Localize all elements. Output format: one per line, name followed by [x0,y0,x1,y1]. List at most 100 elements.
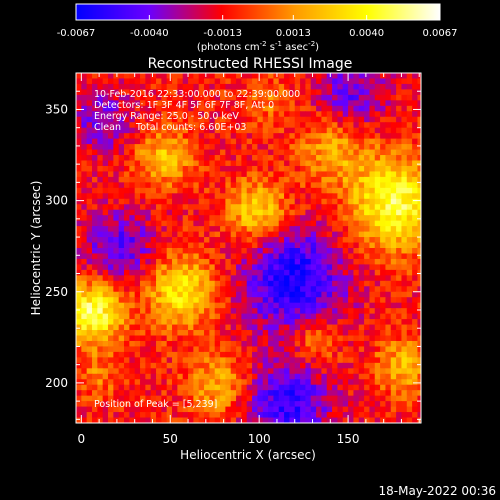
heatmap-cell [204,209,210,216]
heatmap-cell [342,269,349,276]
heatmap-cell [193,198,200,205]
heatmap-cell [385,379,392,386]
heatmap-cell [204,330,210,337]
heatmap-cell [268,155,274,162]
heatmap-cell [380,220,387,227]
heatmap-cell [294,165,301,173]
heatmap-cell [342,324,349,331]
heatmap-cell [310,171,317,178]
heatmap-cell [358,302,365,309]
heatmap-cell [241,215,248,222]
heatmap-cell [209,248,216,255]
heatmap-cell [353,83,360,91]
heatmap-cell [172,395,178,402]
heatmap-cell [102,417,109,423]
heatmap-cell [230,340,237,348]
heatmap-cell [161,286,168,293]
heatmap-cell [332,94,339,101]
heatmap-cell [374,395,381,402]
heatmap-cell [150,340,157,348]
heatmap-cell [236,127,242,134]
heatmap-cell [342,198,349,205]
heatmap-cell [81,127,88,134]
heatmap-cell [246,209,253,216]
heatmap-cell [198,417,205,423]
heatmap-cell [129,291,136,298]
heatmap-cell [326,116,333,123]
heatmap-cell [220,138,226,145]
heatmap-cell [182,220,189,227]
heatmap-cell [353,373,360,380]
heatmap-cell [76,155,82,162]
heatmap-cell [81,264,88,271]
heatmap-cell [209,116,216,123]
heatmap-cell [214,100,221,107]
heatmap-cell [97,204,104,211]
heatmap-cell [401,149,408,156]
heatmap-cell [76,313,82,320]
heatmap-cell [214,319,221,326]
heatmap-cell [214,313,221,320]
heatmap-cell [140,297,146,304]
heatmap-cell [145,237,152,244]
heatmap-cell [278,291,285,298]
heatmap-cell [417,395,421,402]
heatmap-cell [204,83,210,91]
heatmap-cell [166,275,173,282]
heatmap-cell [278,133,285,140]
heatmap-cell [118,116,125,123]
heatmap-cell [294,89,301,96]
heatmap-cell [305,412,312,419]
heatmap-cell [268,362,274,369]
heatmap-cell [374,231,381,238]
heatmap-cell [166,100,173,107]
heatmap-cell [310,155,317,162]
heatmap-cell [129,144,136,151]
heatmap-cell [321,237,328,244]
heatmap-cell [348,138,355,145]
heatmap-cell [230,406,237,413]
heatmap-cell [396,362,403,369]
heatmap-cell [209,297,216,304]
heatmap-cell [198,362,205,369]
heatmap-cell [406,155,413,162]
heatmap-cell [241,395,248,402]
heatmap-cell [134,401,141,408]
heatmap-cell [134,226,141,233]
heatmap-cell [81,138,88,145]
heatmap-cell [337,373,344,380]
heatmap-cell [86,78,93,85]
heatmap-cell [321,149,328,156]
heatmap-cell [332,253,339,260]
heatmap-cell [294,258,301,266]
heatmap-cell [97,160,104,167]
heatmap-cell [188,351,194,358]
heatmap-cell [193,209,200,216]
heatmap-cell [214,193,221,200]
heatmap-cell [406,138,413,145]
heatmap-cell [92,237,98,244]
heatmap-cell [81,83,88,91]
heatmap-cell [310,286,317,293]
heatmap-cell [76,111,82,118]
heatmap-cell [326,253,333,260]
heatmap-cell [412,171,419,178]
heatmap-cell [262,351,269,358]
colorbar-gradient [75,3,441,21]
heatmap-cell [230,351,237,358]
heatmap-cell [124,280,130,287]
heatmap-cell [225,390,232,397]
heatmap-cell [348,193,355,200]
heatmap-cell [252,401,258,408]
heatmap-cell [182,362,189,369]
heatmap-cell [129,423,135,429]
heatmap-cell [321,242,328,249]
heatmap-cell [177,133,184,140]
heatmap-cell [257,111,264,118]
heatmap-cell [108,215,114,222]
heatmap-cell [310,302,317,309]
heatmap-cell [374,417,381,423]
heatmap-cell [188,242,194,249]
heatmap-cell [326,144,333,151]
